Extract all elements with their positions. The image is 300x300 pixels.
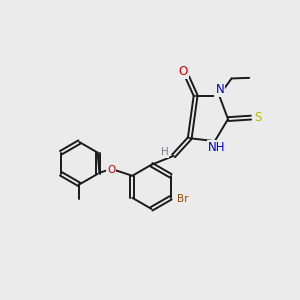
Text: Br: Br [177, 194, 189, 204]
Text: N: N [215, 83, 224, 96]
Text: NH: NH [208, 141, 225, 154]
Text: O: O [178, 65, 188, 78]
Text: H: H [161, 147, 169, 158]
Text: O: O [107, 165, 115, 175]
Text: S: S [254, 111, 261, 124]
